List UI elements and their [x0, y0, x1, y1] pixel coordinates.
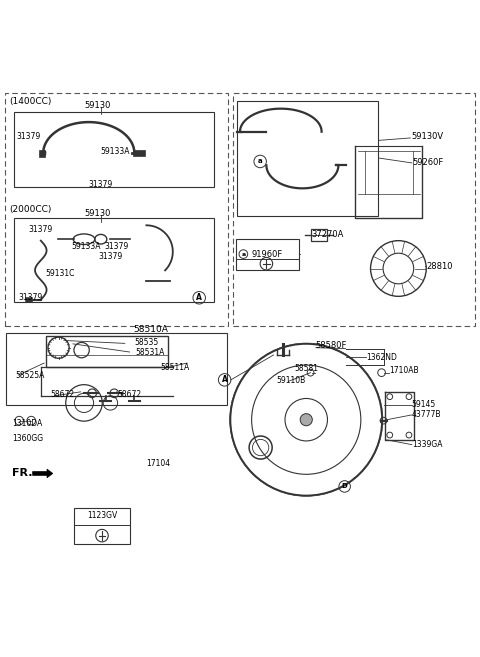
Text: 43777B: 43777B	[412, 411, 441, 419]
Text: a: a	[258, 158, 263, 164]
Text: FR.: FR.	[12, 468, 33, 478]
Bar	[237, 101, 378, 215]
Text: 58581: 58581	[295, 365, 319, 373]
Bar	[233, 93, 475, 326]
Text: a: a	[241, 252, 245, 257]
Text: 59130V: 59130V	[411, 132, 443, 141]
Text: 59110B: 59110B	[276, 376, 305, 385]
Bar	[133, 150, 145, 156]
Text: 1123GV: 1123GV	[87, 511, 117, 520]
Bar	[74, 508, 130, 543]
Text: 59130: 59130	[84, 209, 110, 218]
Text: 17104: 17104	[146, 459, 170, 468]
FancyArrow shape	[33, 469, 53, 478]
Text: 59130: 59130	[84, 101, 110, 110]
Text: 58531A: 58531A	[135, 348, 165, 357]
Text: A: A	[222, 375, 228, 384]
Text: 28810: 28810	[426, 261, 453, 271]
Text: 31379: 31379	[18, 293, 43, 302]
Bar	[14, 218, 214, 302]
Text: 1360GG: 1360GG	[12, 434, 43, 443]
Text: A: A	[196, 293, 202, 302]
Text: 37270A: 37270A	[311, 231, 343, 239]
Text: 31379: 31379	[105, 242, 129, 251]
Text: (1400CC): (1400CC)	[10, 97, 52, 106]
Text: 59260F: 59260F	[412, 158, 444, 168]
Text: 31379: 31379	[17, 132, 41, 141]
Text: 31379: 31379	[89, 180, 113, 189]
Text: 58525A: 58525A	[15, 371, 45, 380]
Text: 58580F: 58580F	[315, 341, 346, 350]
Text: 1362ND: 1362ND	[366, 353, 396, 362]
Bar	[46, 336, 168, 367]
Text: 59131C: 59131C	[46, 269, 75, 279]
Text: 31379: 31379	[29, 225, 53, 234]
Bar	[6, 333, 227, 405]
Text: 1339GA: 1339GA	[412, 440, 443, 449]
Text: 1710AB: 1710AB	[389, 366, 419, 375]
Bar	[25, 298, 32, 302]
Text: (2000CC): (2000CC)	[10, 205, 52, 214]
Circle shape	[300, 414, 312, 426]
Text: 58510A: 58510A	[134, 325, 168, 334]
Text: 59133A: 59133A	[71, 242, 100, 251]
Text: 58672: 58672	[117, 390, 141, 399]
Text: 31379: 31379	[98, 252, 123, 261]
Bar	[39, 150, 45, 156]
Text: D: D	[342, 484, 348, 489]
Bar	[236, 238, 299, 270]
Text: 59145: 59145	[412, 400, 436, 409]
Bar	[5, 93, 228, 326]
Text: 91960F: 91960F	[252, 250, 283, 259]
Bar	[311, 229, 327, 240]
Text: 58511A: 58511A	[161, 363, 190, 373]
Text: 58535: 58535	[134, 338, 159, 348]
Text: 1310DA: 1310DA	[12, 419, 42, 428]
Text: 58672: 58672	[50, 390, 74, 399]
Bar	[14, 112, 214, 187]
Text: 59133A: 59133A	[101, 147, 130, 156]
